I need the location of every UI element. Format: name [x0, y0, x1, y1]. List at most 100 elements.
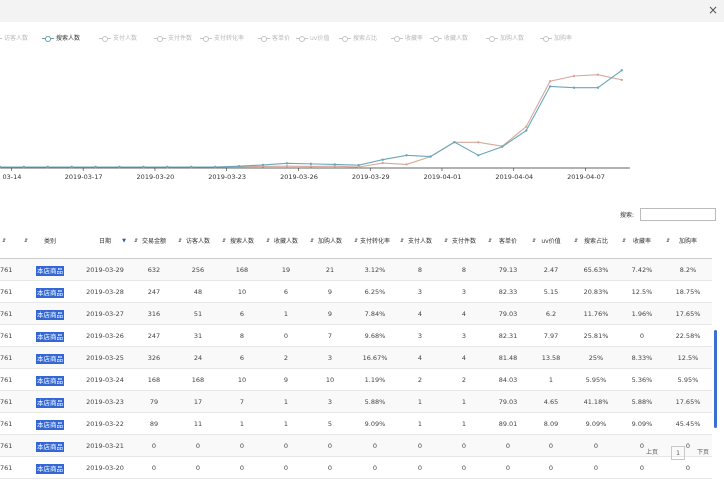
table-cell: 0 [352, 434, 398, 457]
legend-item-1[interactable]: 搜索人数 [42, 33, 80, 45]
column-header-1[interactable]: ⇵ 类别 [22, 224, 78, 259]
series-1-point [0, 165, 2, 169]
column-header-2[interactable]: ▼ 日期 [78, 224, 132, 259]
column-header-5[interactable]: ⇵ 搜索人数 [220, 224, 264, 259]
table-cell: 761 [0, 280, 22, 303]
cell-value: 1 [461, 397, 467, 406]
table-row[interactable]: 761 本店商品 2019-03-26 247 31 8 0 7 9.68% 3 3 82.31 7.9… [0, 324, 712, 347]
column-header-0[interactable]: ⇵ [0, 224, 22, 259]
table-cell: 8 [442, 258, 486, 281]
cell-value: 89 [149, 419, 159, 428]
cell-value: 761 [0, 397, 13, 406]
table-cell: 3 [398, 324, 442, 347]
table-cell: 7.42% [620, 258, 664, 281]
series-0-point [309, 165, 313, 168]
category-tag: 本店商品 [36, 463, 64, 474]
cell-value: 0 [639, 331, 645, 340]
category-tag: 本店商品 [36, 397, 64, 408]
table-cell: 25.81% [572, 324, 620, 347]
table-row[interactable]: 761 本店商品 2019-03-22 89 11 1 1 5 9.09% 1 1 89.01 8.09… [0, 412, 712, 435]
cell-value: 9.09% [631, 419, 653, 428]
table-cell: 1 [264, 412, 308, 435]
cell-value: 13.58 [541, 353, 561, 362]
table-cell: 0 [664, 434, 712, 457]
cell-value: 18.75% [675, 287, 701, 296]
column-header-7[interactable]: ⇵ 加购人数 [308, 224, 352, 259]
table-row[interactable]: 761 本店商品 2019-03-29 632 256 168 19 21 3.12% 8 8 79.… [0, 258, 712, 281]
column-header-13[interactable]: ⇵ 搜索占比 [572, 224, 620, 259]
column-header-9[interactable]: ⇵ 支付人数 [398, 224, 442, 259]
search-input[interactable] [640, 208, 716, 221]
series-1-point [596, 86, 600, 89]
cell-value: 5.15 [543, 287, 559, 296]
column-header-4[interactable]: ⇵ 访客人数 [176, 224, 220, 259]
table-row[interactable]: 761 本店商品 2019-03-20 0 0 0 0 0 0 0 0 0 0 0 0 0 [0, 456, 712, 479]
table-row[interactable]: 761 本店商品 2019-03-25 326 24 6 2 3 16.67% 4 4 81.48 13… [0, 346, 712, 369]
cell-value: 761 [0, 353, 13, 362]
table-cell: 本店商品 [22, 258, 78, 281]
table-cell: 31 [176, 324, 220, 347]
legend-item-2[interactable]: 支付人数 [99, 33, 137, 45]
page-number-button[interactable]: 1 [671, 446, 685, 460]
close-icon[interactable]: × [707, 3, 718, 17]
column-header-11[interactable]: ⇵ 客单价 [486, 224, 530, 259]
cell-value: 41.18% [583, 397, 609, 406]
legend-item-0[interactable]: 访客人数 [0, 33, 28, 45]
cell-value: 0 [639, 441, 645, 450]
series-1-point [429, 155, 432, 158]
category-tag: 本店商品 [36, 375, 64, 386]
cell-value: 45.45% [675, 419, 701, 428]
cell-value: 2 [283, 353, 289, 362]
column-header-14[interactable]: ⇵ 收藏率 [620, 224, 664, 259]
column-header-10[interactable]: ⇵ 支付件数 [442, 224, 486, 259]
column-header-8[interactable]: ⇵ 支付转化率 [352, 224, 398, 259]
table-cell: 761 [0, 324, 22, 347]
cell-value: 6.2 [545, 309, 557, 318]
column-header-6[interactable]: ⇵ 收藏人数 [264, 224, 308, 259]
legend-item-4[interactable]: 支付转化率 [200, 33, 244, 45]
table-row[interactable]: 761 本店商品 2019-03-28 247 48 10 6 9 6.25% 3 3 82.33 5.… [0, 280, 712, 303]
cell-value: 82.33 [498, 287, 518, 296]
table-cell: 1 [264, 302, 308, 325]
category-tag: 本店商品 [36, 309, 64, 320]
cell-value: 0 [372, 463, 378, 472]
cell-value: 761 [0, 375, 13, 384]
prev-page-button[interactable]: 上页 [646, 449, 659, 456]
legend-item-10[interactable]: 加购人数 [486, 33, 524, 45]
legend-label: 访客人数 [4, 35, 29, 42]
legend-label: 支付人数 [113, 35, 138, 42]
column-header-label: 收藏率 [632, 237, 651, 245]
column-header-12[interactable]: ⇵ uv价值 [530, 224, 572, 259]
column-header-15[interactable]: ⇵ 加购率 [664, 224, 712, 259]
series-1-point [453, 140, 456, 144]
legend-item-3[interactable]: 支付件数 [154, 33, 192, 45]
cell-value: 761 [0, 419, 13, 428]
legend-item-7[interactable]: 搜索占比 [339, 33, 377, 45]
table-cell: 761 [0, 412, 22, 435]
cell-value: 12.5% [677, 353, 699, 362]
series-1-point [620, 69, 624, 72]
cell-value: 9.09% [585, 419, 607, 428]
table-cell: 761 [0, 302, 22, 325]
table-row[interactable]: 761 本店商品 2019-03-24 168 168 10 9 10 1.19% 2 2 84.03… [0, 368, 712, 391]
legend-item-9[interactable]: 收藏人数 [430, 33, 468, 45]
legend-item-6[interactable]: uv价值 [296, 33, 329, 45]
legend-item-5[interactable]: 客单价 [258, 33, 290, 45]
next-page-button[interactable]: 下页 [697, 449, 710, 456]
cell-value: 2 [417, 375, 423, 384]
table-row[interactable]: 761 本店商品 2019-03-23 79 17 7 1 3 5.88% 1 1 79.03 4.65… [0, 390, 712, 413]
sort-icon: ⇵ [574, 238, 579, 244]
cell-value: 19 [281, 265, 291, 274]
table-row[interactable]: 761 本店商品 2019-03-21 0 0 0 0 0 0 0 0 0 0 0 0 0 [0, 434, 712, 457]
legend-item-11[interactable]: 加购率 [540, 33, 572, 45]
legend-item-8[interactable]: 收藏率 [391, 33, 423, 45]
cell-value: 1 [417, 397, 423, 406]
table-cell: 5.88% [352, 390, 398, 413]
x-tick-label: 2019-03-17 [65, 173, 103, 181]
column-header-3[interactable]: ⇵ 交易金额 [132, 224, 176, 259]
table-scrollbar[interactable] [714, 330, 717, 428]
table-row[interactable]: 761 本店商品 2019-03-27 316 51 6 1 9 7.84% 4 4 79.03 6.2… [0, 302, 712, 325]
series-1-point [309, 162, 313, 166]
table-cell: 9 [264, 368, 308, 391]
cell-value: 0 [685, 463, 691, 472]
